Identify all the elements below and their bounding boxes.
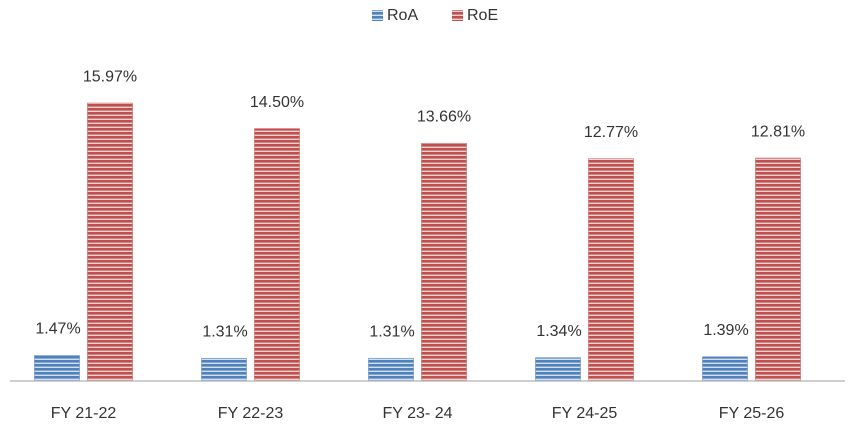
legend-label: RoE <box>467 7 498 24</box>
x-tick-label: FY 25-26 <box>719 405 785 422</box>
data-label: 1.39% <box>703 322 748 339</box>
data-label: 12.81% <box>751 123 805 140</box>
bar <box>201 357 247 382</box>
data-label: 1.47% <box>35 321 80 338</box>
x-tick-label: FY 23- 24 <box>383 405 453 422</box>
bar <box>368 357 414 382</box>
data-label: 13.66% <box>417 108 471 125</box>
x-tick-label: FY 24-25 <box>552 405 618 422</box>
bar <box>34 355 80 382</box>
legend-label: RoA <box>387 7 418 24</box>
legend-swatch <box>452 10 463 21</box>
legend-swatch <box>372 10 383 21</box>
x-tick-label: FY 22-23 <box>218 405 284 422</box>
bar <box>535 357 581 382</box>
data-label: 1.31% <box>202 323 247 340</box>
bar <box>588 158 634 382</box>
bar <box>755 157 801 382</box>
data-label: 1.31% <box>369 323 414 340</box>
bar <box>87 102 133 382</box>
data-label: 12.77% <box>584 124 638 141</box>
bar <box>421 142 467 382</box>
data-label: 15.97% <box>83 68 137 85</box>
bar <box>254 128 300 382</box>
data-label: 1.34% <box>536 323 581 340</box>
x-tick-label: FY 21-22 <box>51 405 117 422</box>
bar <box>702 356 748 382</box>
data-label: 14.50% <box>250 94 304 111</box>
